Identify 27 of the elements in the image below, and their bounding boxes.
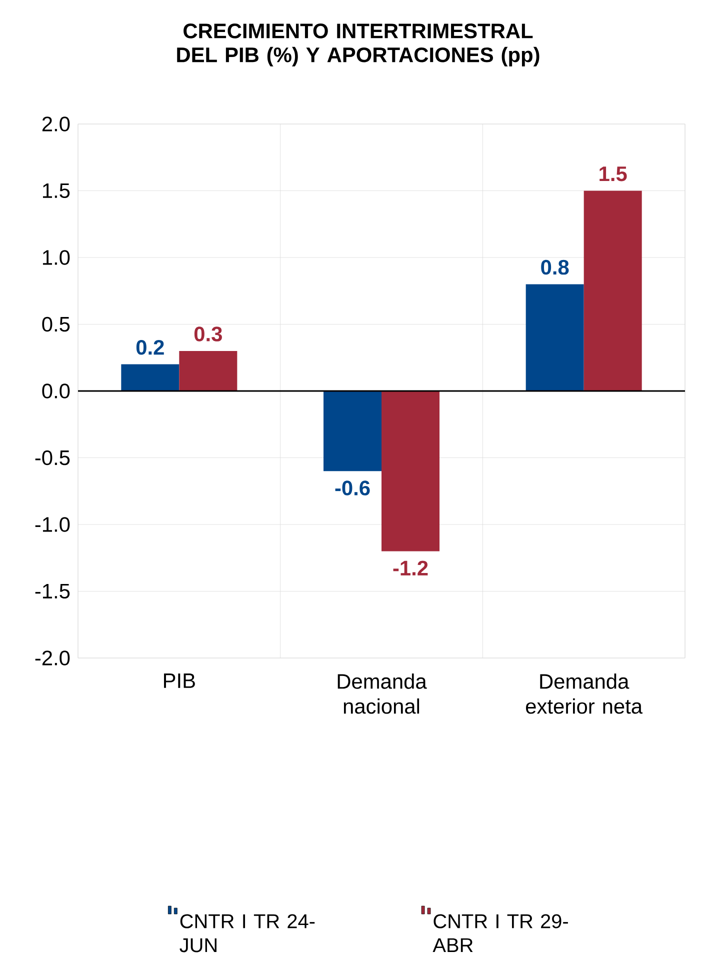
data-label: -1.2 [393, 560, 428, 576]
data-label: 1.5 [600, 166, 627, 182]
y-tick-label: -1.0 [35, 517, 70, 532]
y-tick-label: 0.5 [42, 316, 70, 332]
bar [584, 190, 642, 391]
bar [382, 391, 440, 552]
data-label: 0.8 [541, 260, 569, 275]
y-tick-label: -2.0 [35, 650, 70, 666]
bar [324, 391, 382, 472]
data-label: 0.2 [136, 340, 164, 355]
legend-label: CNTR I TR 24-JUN [180, 914, 315, 952]
y-tick-label: 2.0 [42, 116, 70, 132]
y-tick-label: 1.5 [42, 183, 70, 198]
y-tick-label: 0.0 [42, 384, 70, 398]
x-tick-label: PIB [164, 674, 195, 688]
bar [526, 284, 584, 391]
y-tick-label: -0.5 [35, 450, 70, 466]
x-tick-label: Demanda exterior neta [526, 674, 643, 714]
x-tick-label: Demanda nacional [338, 674, 427, 714]
bar [179, 350, 238, 391]
legend-label: CNTR I TR 29-ABR [432, 914, 568, 952]
data-label: 0.3 [194, 326, 222, 342]
data-label: -0.6 [335, 480, 370, 496]
bar [121, 364, 180, 391]
y-tick-label: -1.5 [35, 584, 70, 599]
chart-title: CRECIMIENTO INTERTRIMESTRAL DEL PIB (%) Y APORTACIONES (pp) [177, 24, 540, 66]
y-tick-label: 1.0 [42, 250, 70, 265]
